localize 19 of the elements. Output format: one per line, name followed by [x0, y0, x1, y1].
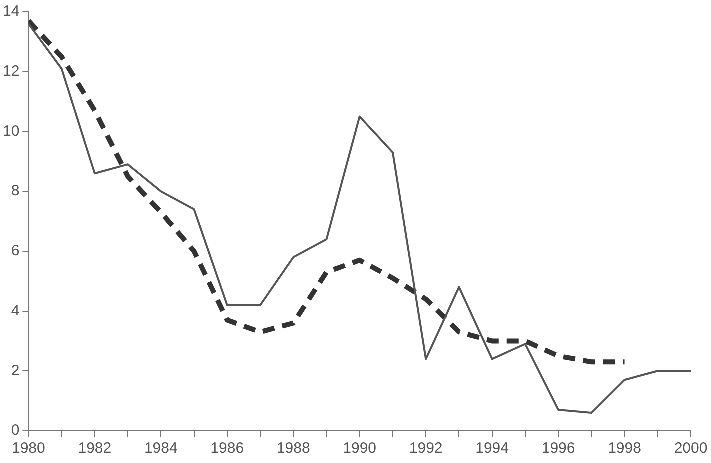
- y-tick-label: 2: [11, 362, 20, 380]
- x-tick-label: 1996: [542, 440, 576, 458]
- x-tick-label: 1984: [144, 440, 178, 458]
- y-tick-label: 0: [11, 422, 20, 440]
- x-tick-label: 1998: [608, 440, 642, 458]
- y-tick-label: 12: [2, 63, 20, 80]
- y-tick-label: 4: [11, 302, 20, 320]
- y-tick-label: 10: [2, 122, 20, 140]
- x-tick-label: 1980: [12, 440, 46, 458]
- x-tick-label: 2000: [674, 440, 708, 458]
- x-tick-label: 1992: [409, 440, 443, 458]
- y-tick-label: 14: [2, 3, 20, 20]
- x-tick-label: 1986: [210, 440, 244, 458]
- y-tick-label: 6: [11, 242, 20, 260]
- x-tick-label: 1982: [78, 440, 112, 458]
- x-tick-label: 1988: [276, 440, 310, 458]
- x-tick-label: 1990: [343, 440, 377, 458]
- x-tick-label: 1994: [476, 440, 509, 458]
- y-tick-label: 8: [11, 182, 20, 200]
